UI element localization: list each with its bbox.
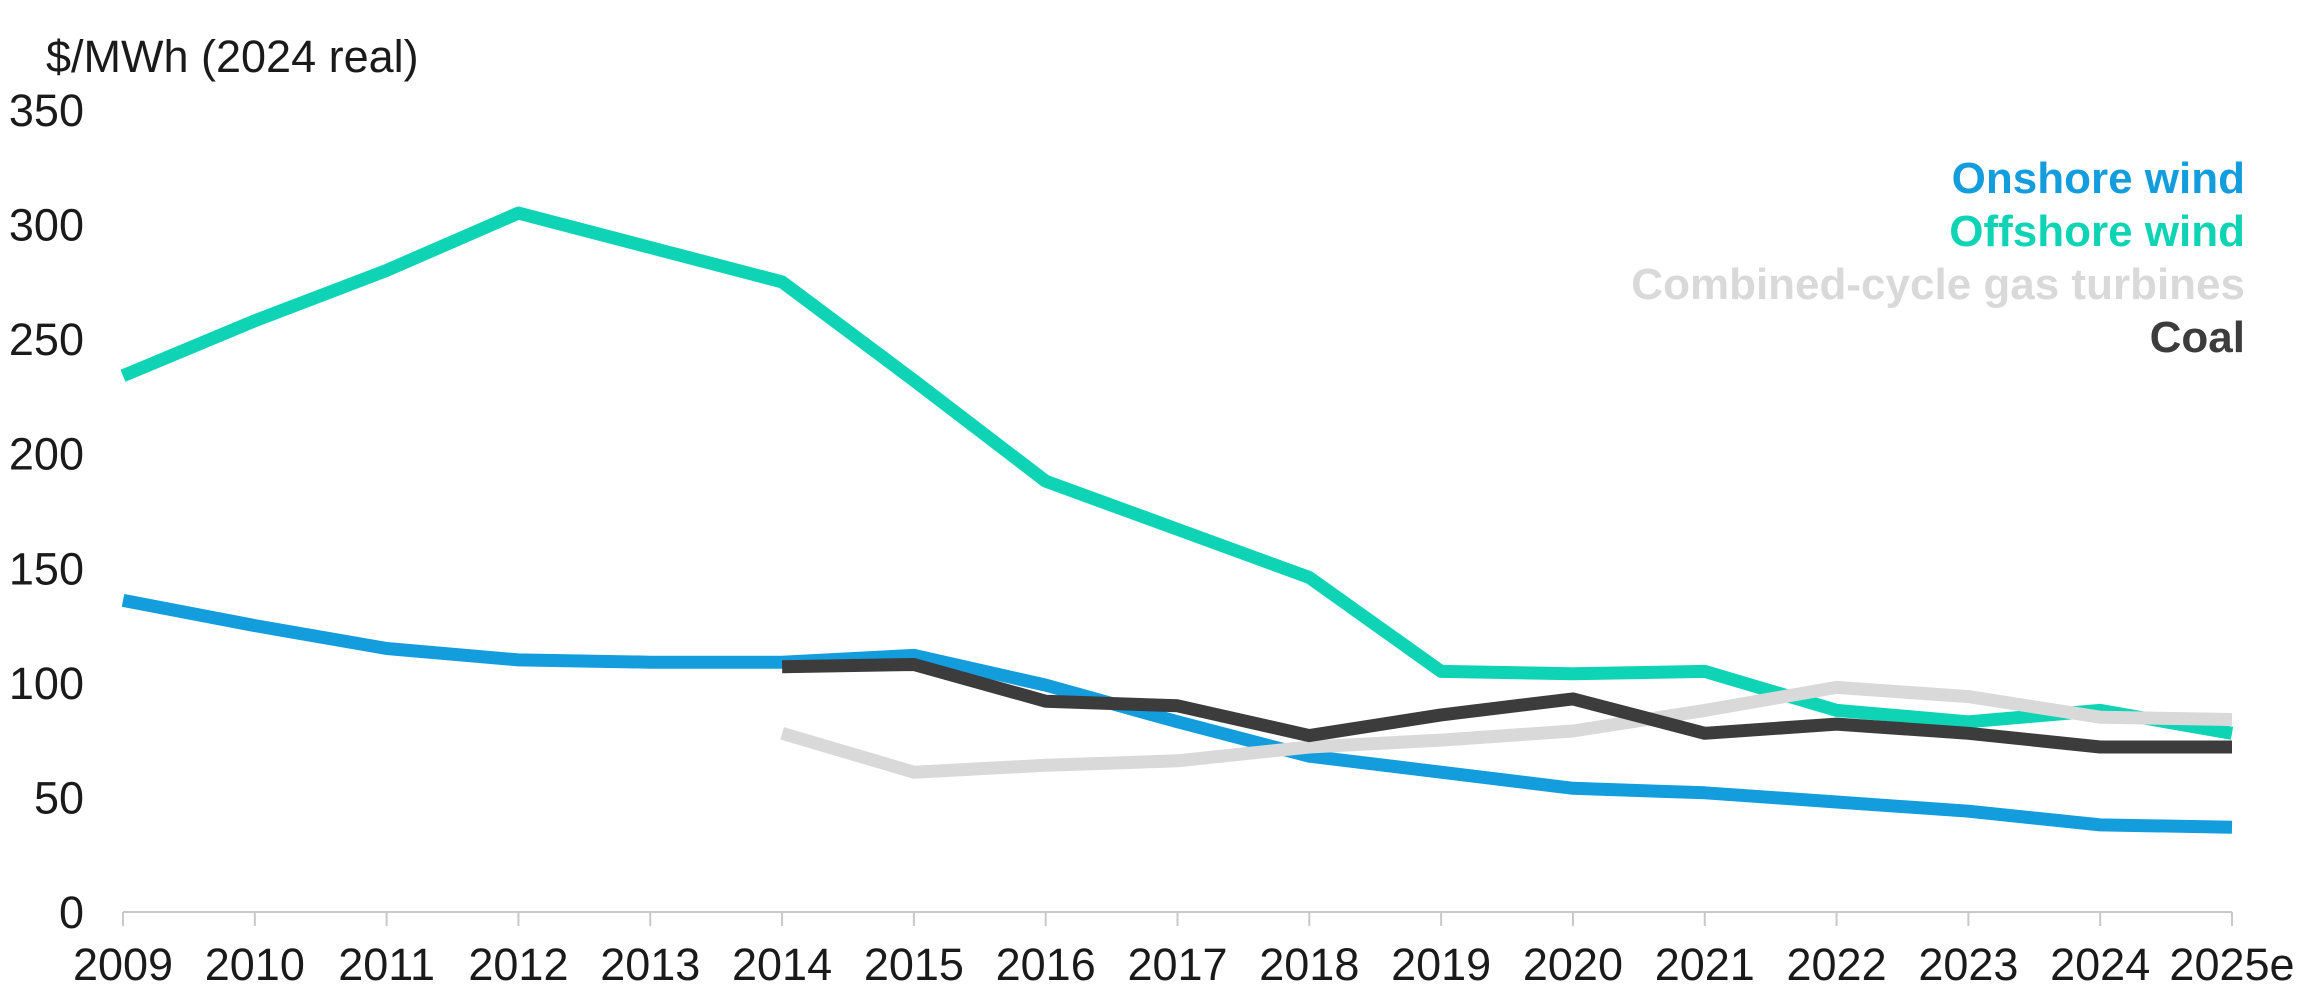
- x-tick-label: 2011: [338, 939, 435, 990]
- y-tick-label: 200: [9, 429, 84, 480]
- y-axis-tick-labels: 0 50 100 150 200 250 300 350: [9, 85, 84, 938]
- y-axis-unit-label: $/MWh (2024 real): [46, 31, 419, 82]
- y-tick-label: 250: [9, 314, 84, 365]
- x-tick-label: 2017: [1127, 939, 1227, 990]
- x-axis-ticks: [122, 912, 2233, 926]
- x-tick-label: 2014: [732, 939, 832, 990]
- series-line-onshore-wind: [121, 594, 2233, 834]
- legend-label-offshore-wind: Offshore wind: [1949, 207, 2245, 256]
- y-tick-label: 100: [9, 658, 84, 709]
- x-tick-label: 2013: [600, 939, 700, 990]
- y-tick-label: 0: [59, 887, 84, 938]
- x-tick-label: 2020: [1523, 939, 1623, 990]
- series-lines: [120, 206, 2234, 834]
- y-tick-label: 50: [34, 772, 84, 823]
- legend-label-combined-cycle-gas-turbines: Combined-cycle gas turbines: [1631, 260, 2245, 309]
- x-tick-label: 2023: [1918, 939, 2018, 990]
- x-axis-tick-labels: 2009 2010 2011 2012 2013 2014 2015 2016 2017 2018…: [73, 939, 2295, 990]
- x-tick-label: 2022: [1787, 939, 1887, 990]
- x-tick-label: 2021: [1655, 939, 1755, 990]
- series-line-combined-cycle-gas-turbines: [780, 680, 2233, 779]
- y-tick-label: 350: [9, 85, 84, 136]
- y-tick-label: 300: [9, 200, 84, 251]
- x-tick-label: 2019: [1391, 939, 1491, 990]
- x-tick-label: 2016: [996, 939, 1096, 990]
- x-tick-label: 2009: [73, 939, 173, 990]
- legend-label-onshore-wind: Onshore wind: [1952, 154, 2245, 203]
- x-tick-label: 2024: [2050, 939, 2150, 990]
- x-tick-label: 2010: [205, 939, 305, 990]
- x-tick-label: 2018: [1259, 939, 1359, 990]
- x-tick-label: 2015: [864, 939, 964, 990]
- x-tick-label: 2012: [468, 939, 568, 990]
- series-line-offshore-wind: [120, 206, 2234, 740]
- series-line-coal: [781, 658, 2232, 754]
- y-tick-label: 150: [9, 543, 84, 594]
- legend-label-coal: Coal: [2150, 313, 2245, 362]
- x-tick-label: 2025e: [2169, 939, 2294, 990]
